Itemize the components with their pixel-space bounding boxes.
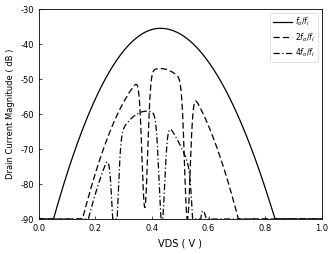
$2f_o/f_i$ <box>88 190 92 193</box>
$4f_o/f_i$ <box>320 217 324 220</box>
$4f_o/f_i$ <box>37 217 41 220</box>
$2f_o/f_i$ <box>221 164 225 167</box>
$2f_o/f_i$ <box>248 217 252 220</box>
$4f_o/f_i$ <box>145 110 149 113</box>
Line: $f_o/f_i$: $f_o/f_i$ <box>39 28 322 219</box>
$2f_o/f_i$ <box>270 217 274 220</box>
Legend: $f_o/f_i$, $2f_o/f_i$, $4f_o/f_i$: $f_o/f_i$, $2f_o/f_i$, $4f_o/f_i$ <box>270 13 318 62</box>
$4f_o/f_i$ <box>248 217 252 220</box>
$4f_o/f_i$ <box>145 110 149 113</box>
$2f_o/f_i$ <box>145 175 149 178</box>
$4f_o/f_i$ <box>206 217 210 220</box>
$2f_o/f_i$ <box>158 67 162 70</box>
$2f_o/f_i$ <box>206 124 210 128</box>
$f_o/f_i$ <box>270 206 274 209</box>
$f_o/f_i$ <box>158 27 162 30</box>
X-axis label: VDS ( V ): VDS ( V ) <box>158 239 202 248</box>
$2f_o/f_i$ <box>37 217 41 220</box>
Line: $4f_o/f_i$: $4f_o/f_i$ <box>39 111 322 219</box>
$4f_o/f_i$ <box>221 217 225 220</box>
$f_o/f_i$ <box>206 60 210 64</box>
$f_o/f_i$ <box>88 109 92 113</box>
$f_o/f_i$ <box>320 217 324 220</box>
$f_o/f_i$ <box>248 144 252 147</box>
$f_o/f_i$ <box>221 84 225 87</box>
$f_o/f_i$ <box>145 30 149 33</box>
$f_o/f_i$ <box>37 217 41 220</box>
$4f_o/f_i$ <box>88 211 92 214</box>
Y-axis label: Drain Current Magnitude ( dB ): Drain Current Magnitude ( dB ) <box>6 49 15 179</box>
$4f_o/f_i$ <box>270 217 274 220</box>
Line: $2f_o/f_i$: $2f_o/f_i$ <box>39 69 322 219</box>
$2f_o/f_i$ <box>320 217 324 220</box>
